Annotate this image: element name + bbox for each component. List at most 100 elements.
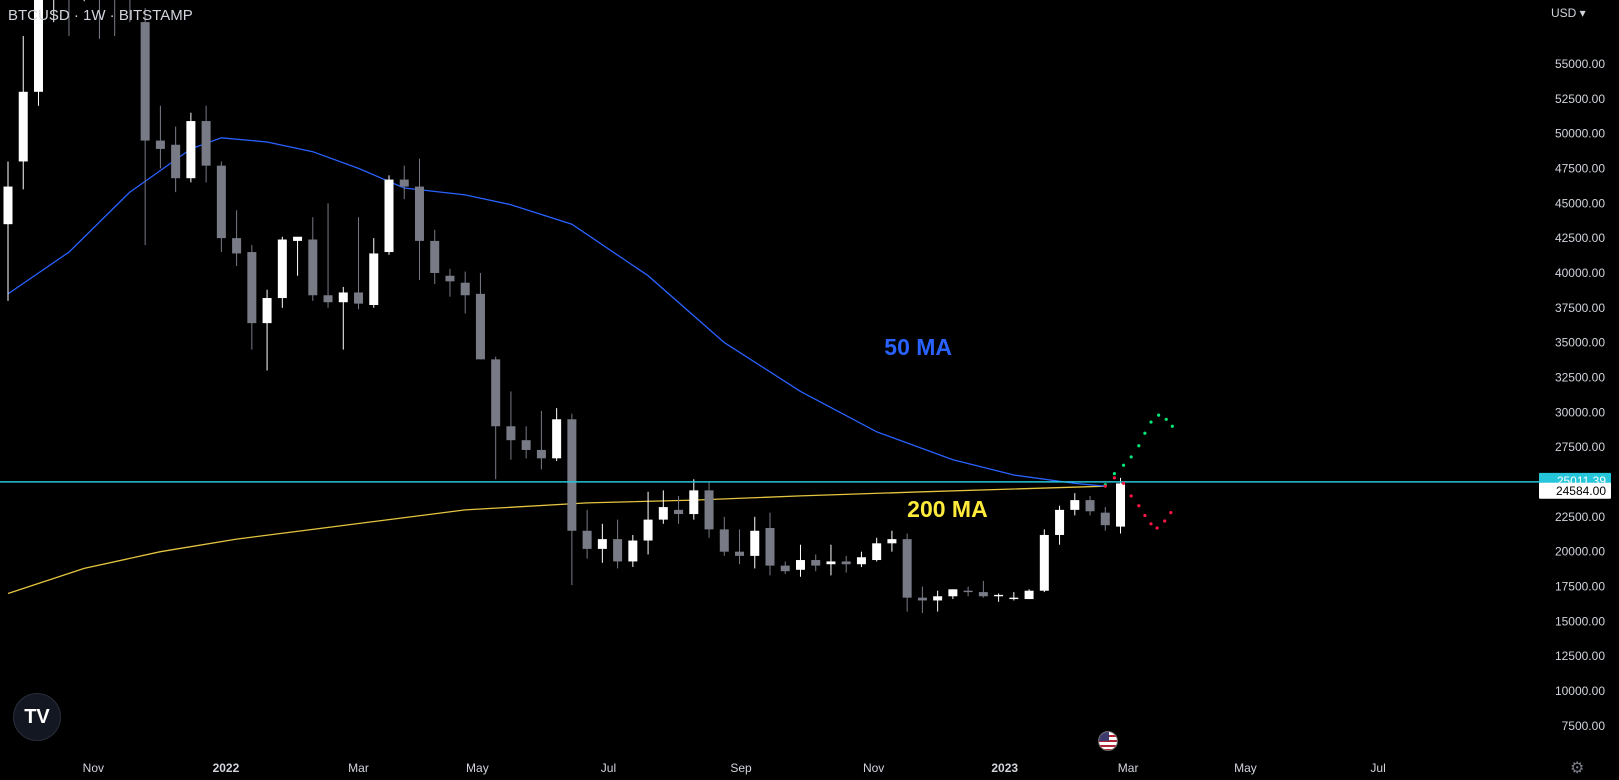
candle-body (277, 239, 287, 299)
candle-body (186, 121, 196, 179)
projection-green-dot (1149, 420, 1153, 424)
ma50-path (7, 137, 1106, 487)
candle-body (795, 560, 805, 570)
candle-body (536, 449, 546, 459)
projection-red-dot (1163, 519, 1167, 523)
y-tick-label: 7500.00 (1562, 719, 1606, 733)
y-tick-label: 35000.00 (1555, 336, 1605, 350)
y-tick-label: 40000.00 (1555, 266, 1605, 280)
x-tick-label: May (1234, 761, 1257, 775)
currency-selector[interactable]: USD ▾ (1551, 6, 1586, 20)
projection-green-dot (1170, 424, 1174, 428)
projection-red-dot (1103, 484, 1107, 488)
y-tick-label: 27500.00 (1555, 440, 1605, 454)
candle-body (1024, 590, 1034, 600)
candle-body (1100, 512, 1110, 526)
projection-red-dot (1137, 504, 1141, 508)
candle-body (917, 597, 927, 601)
x-tick-label: Mar (348, 761, 369, 775)
candle-body (674, 509, 684, 515)
candle-body (232, 238, 242, 254)
projection-red-dot (1112, 476, 1117, 480)
candle-body (399, 179, 409, 187)
x-tick-label: May (466, 761, 489, 775)
tradingview-logo-icon[interactable]: TV (13, 693, 61, 741)
us-flag-icon[interactable] (1098, 731, 1118, 751)
candle-body (704, 490, 714, 530)
candle-body (155, 140, 165, 149)
y-tick-label: 47500.00 (1555, 161, 1605, 175)
candle-body (262, 298, 272, 324)
candle-body (414, 186, 424, 241)
candle-body (1009, 597, 1019, 600)
candle-body (369, 253, 379, 306)
projection-red-dot (1169, 511, 1173, 515)
candle-body (552, 419, 562, 459)
candle-body (521, 440, 531, 450)
projection-green-dot (1157, 413, 1161, 417)
candle-body (689, 490, 699, 515)
candle-body (719, 529, 729, 552)
candle-body (18, 91, 28, 162)
candle-body (811, 560, 821, 566)
currency-label: USD (1551, 6, 1577, 20)
y-tick-label: 42500.00 (1555, 231, 1605, 245)
symbol-title[interactable]: BTCUSD · 1W · BITSTAMP (8, 7, 193, 24)
y-tick-label: 45000.00 (1555, 196, 1605, 210)
ma50-line (7, 137, 1106, 487)
projection-green-dot (1121, 463, 1126, 467)
candle-body (506, 426, 516, 441)
y-tick-label: 55000.00 (1555, 57, 1605, 71)
projection-red-dot (1121, 481, 1126, 485)
candle-body (978, 592, 988, 597)
time-axis: Nov 2022 Mar May Jul Sep Nov 2023 Mar May Jul (83, 761, 1386, 775)
x-tick-label: Jul (601, 761, 616, 775)
candle-body (902, 539, 912, 598)
candle-body (445, 275, 455, 282)
projection-red-dot (1155, 526, 1159, 530)
projection-green-dot (1137, 444, 1141, 448)
candle-body (613, 539, 623, 562)
y-tick-label: 52500.00 (1555, 92, 1605, 106)
candle-body (826, 561, 836, 565)
y-tick-label: 30000.00 (1555, 405, 1605, 419)
price-axis: 7500.00 10000.00 12500.00 15000.00 17500.00 2… (1555, 57, 1605, 733)
candle-body (247, 252, 257, 324)
projection-red-dot (1143, 513, 1147, 518)
candle-body (475, 293, 485, 360)
ma-annotation-label: 50 MA (884, 334, 952, 360)
candle-body (1070, 500, 1080, 510)
candle-body (1055, 509, 1065, 535)
price-label-box (1539, 482, 1611, 499)
candle-body (1085, 500, 1095, 512)
candle-body (780, 565, 790, 572)
y-tick-label: 15000.00 (1555, 614, 1605, 628)
x-tick-label: Mar (1118, 761, 1139, 775)
candle-body (171, 144, 181, 179)
candle-body (460, 282, 470, 296)
candle-body (735, 551, 745, 556)
projection-red-dot (1129, 494, 1133, 498)
candle-body (323, 295, 333, 303)
candle-body (354, 292, 364, 304)
candle-body (628, 540, 638, 562)
candle-body (872, 543, 882, 561)
candle-body (308, 239, 318, 296)
x-tick-label: Nov (83, 761, 104, 775)
candle-body (1116, 483, 1126, 527)
candle-body (856, 557, 866, 565)
y-tick-label: 37500.00 (1555, 301, 1605, 315)
y-tick-label: 10000.00 (1555, 684, 1605, 698)
projection-green-dot (1129, 455, 1133, 459)
ma-annotation-label: 200 MA (907, 496, 988, 522)
projection-paths (1103, 413, 1174, 530)
projection-red-dot (1149, 522, 1153, 526)
gear-icon[interactable]: ⚙ (1570, 760, 1585, 777)
candle-body (658, 507, 668, 520)
y-tick-label: 17500.00 (1555, 580, 1605, 594)
annotations: 50 MA 200 MA (884, 334, 987, 522)
x-tick-label: Sep (730, 761, 752, 775)
candle-body (293, 236, 303, 241)
